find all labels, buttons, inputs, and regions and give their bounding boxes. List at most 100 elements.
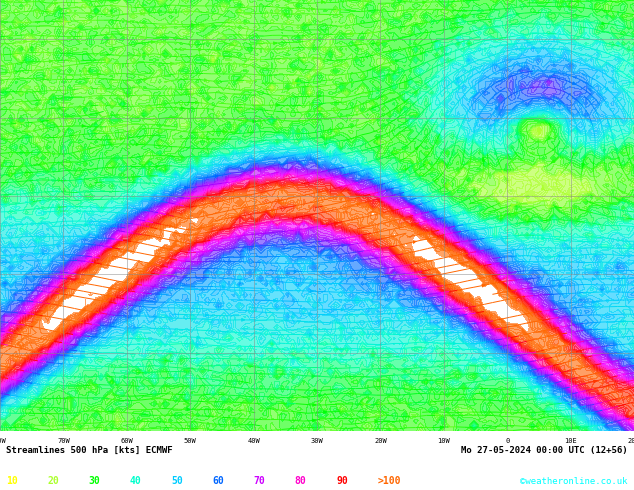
FancyArrowPatch shape xyxy=(215,175,218,177)
FancyArrowPatch shape xyxy=(386,189,389,192)
Text: ©weatheronline.co.uk: ©weatheronline.co.uk xyxy=(520,477,628,486)
FancyArrowPatch shape xyxy=(456,77,459,80)
FancyArrowPatch shape xyxy=(328,169,331,172)
Text: 30W: 30W xyxy=(311,438,323,444)
FancyArrowPatch shape xyxy=(592,300,595,303)
FancyArrowPatch shape xyxy=(141,12,144,15)
FancyArrowPatch shape xyxy=(98,73,100,75)
FancyArrowPatch shape xyxy=(516,131,519,134)
FancyArrowPatch shape xyxy=(545,374,548,377)
FancyArrowPatch shape xyxy=(340,327,344,330)
FancyArrowPatch shape xyxy=(318,95,321,98)
FancyArrowPatch shape xyxy=(223,130,226,133)
FancyArrowPatch shape xyxy=(313,56,316,59)
FancyArrowPatch shape xyxy=(314,389,317,392)
FancyArrowPatch shape xyxy=(410,379,413,382)
FancyArrowPatch shape xyxy=(124,376,127,379)
FancyArrowPatch shape xyxy=(511,204,514,207)
FancyArrowPatch shape xyxy=(312,346,315,349)
FancyArrowPatch shape xyxy=(187,408,190,411)
FancyArrowPatch shape xyxy=(385,298,388,301)
FancyArrowPatch shape xyxy=(586,397,589,400)
Text: 80W: 80W xyxy=(0,438,6,444)
FancyArrowPatch shape xyxy=(34,276,37,278)
FancyArrowPatch shape xyxy=(197,336,200,339)
FancyArrowPatch shape xyxy=(334,222,337,224)
FancyArrowPatch shape xyxy=(197,352,199,355)
Text: Streamlines 500 hPa [kts] ECMWF: Streamlines 500 hPa [kts] ECMWF xyxy=(6,446,173,455)
Text: 60W: 60W xyxy=(120,438,133,444)
FancyArrowPatch shape xyxy=(423,1,426,3)
FancyArrowPatch shape xyxy=(85,223,87,226)
FancyArrowPatch shape xyxy=(444,53,448,56)
FancyArrowPatch shape xyxy=(310,290,313,293)
FancyArrowPatch shape xyxy=(495,150,497,154)
FancyArrowPatch shape xyxy=(205,314,208,317)
FancyArrowPatch shape xyxy=(242,318,245,321)
FancyArrowPatch shape xyxy=(276,103,280,106)
FancyArrowPatch shape xyxy=(55,2,58,4)
FancyArrowPatch shape xyxy=(222,286,225,288)
FancyArrowPatch shape xyxy=(541,187,545,190)
FancyArrowPatch shape xyxy=(294,270,297,273)
Text: 40: 40 xyxy=(130,476,142,486)
FancyArrowPatch shape xyxy=(297,357,301,360)
FancyArrowPatch shape xyxy=(395,60,398,62)
Text: 10W: 10W xyxy=(437,438,450,444)
FancyArrowPatch shape xyxy=(156,165,159,168)
Text: 50W: 50W xyxy=(184,438,197,444)
FancyArrowPatch shape xyxy=(119,288,122,291)
FancyArrowPatch shape xyxy=(285,13,288,16)
Text: 70W: 70W xyxy=(57,438,70,444)
FancyArrowPatch shape xyxy=(283,139,287,142)
FancyArrowPatch shape xyxy=(94,351,97,354)
FancyArrowPatch shape xyxy=(276,366,279,368)
FancyArrowPatch shape xyxy=(552,160,555,163)
FancyArrowPatch shape xyxy=(521,411,524,414)
Text: 20: 20 xyxy=(48,476,60,486)
FancyArrowPatch shape xyxy=(191,24,194,26)
Text: 90: 90 xyxy=(336,476,348,486)
FancyArrowPatch shape xyxy=(77,210,80,212)
Text: >100: >100 xyxy=(377,476,401,486)
FancyArrowPatch shape xyxy=(162,26,165,29)
FancyArrowPatch shape xyxy=(550,309,553,312)
FancyArrowPatch shape xyxy=(559,284,562,287)
FancyArrowPatch shape xyxy=(312,262,315,265)
FancyArrowPatch shape xyxy=(341,308,344,311)
FancyArrowPatch shape xyxy=(198,48,202,51)
FancyArrowPatch shape xyxy=(482,157,484,161)
FancyArrowPatch shape xyxy=(514,212,517,215)
FancyArrowPatch shape xyxy=(542,237,545,240)
FancyArrowPatch shape xyxy=(127,95,130,97)
FancyArrowPatch shape xyxy=(120,138,123,140)
FancyArrowPatch shape xyxy=(293,82,296,84)
FancyArrowPatch shape xyxy=(49,60,52,63)
FancyArrowPatch shape xyxy=(231,43,234,46)
Text: 40W: 40W xyxy=(247,438,260,444)
FancyArrowPatch shape xyxy=(487,196,491,199)
Text: 20E: 20E xyxy=(628,438,634,444)
FancyArrowPatch shape xyxy=(319,394,321,397)
FancyArrowPatch shape xyxy=(313,403,316,406)
FancyArrowPatch shape xyxy=(204,79,207,81)
FancyArrowPatch shape xyxy=(23,40,27,43)
FancyArrowPatch shape xyxy=(495,364,498,367)
FancyArrowPatch shape xyxy=(207,137,210,140)
FancyArrowPatch shape xyxy=(440,426,443,429)
FancyArrowPatch shape xyxy=(592,278,595,280)
FancyArrowPatch shape xyxy=(538,131,541,134)
FancyArrowPatch shape xyxy=(342,244,345,247)
FancyArrowPatch shape xyxy=(528,352,531,355)
FancyArrowPatch shape xyxy=(577,0,580,3)
FancyArrowPatch shape xyxy=(119,427,122,430)
FancyArrowPatch shape xyxy=(582,163,585,167)
FancyArrowPatch shape xyxy=(538,428,541,431)
FancyArrowPatch shape xyxy=(273,42,276,45)
Text: 50: 50 xyxy=(171,476,183,486)
Text: 80: 80 xyxy=(295,476,307,486)
FancyArrowPatch shape xyxy=(615,148,618,152)
FancyArrowPatch shape xyxy=(351,32,353,35)
FancyArrowPatch shape xyxy=(145,371,148,374)
FancyArrowPatch shape xyxy=(74,333,77,336)
